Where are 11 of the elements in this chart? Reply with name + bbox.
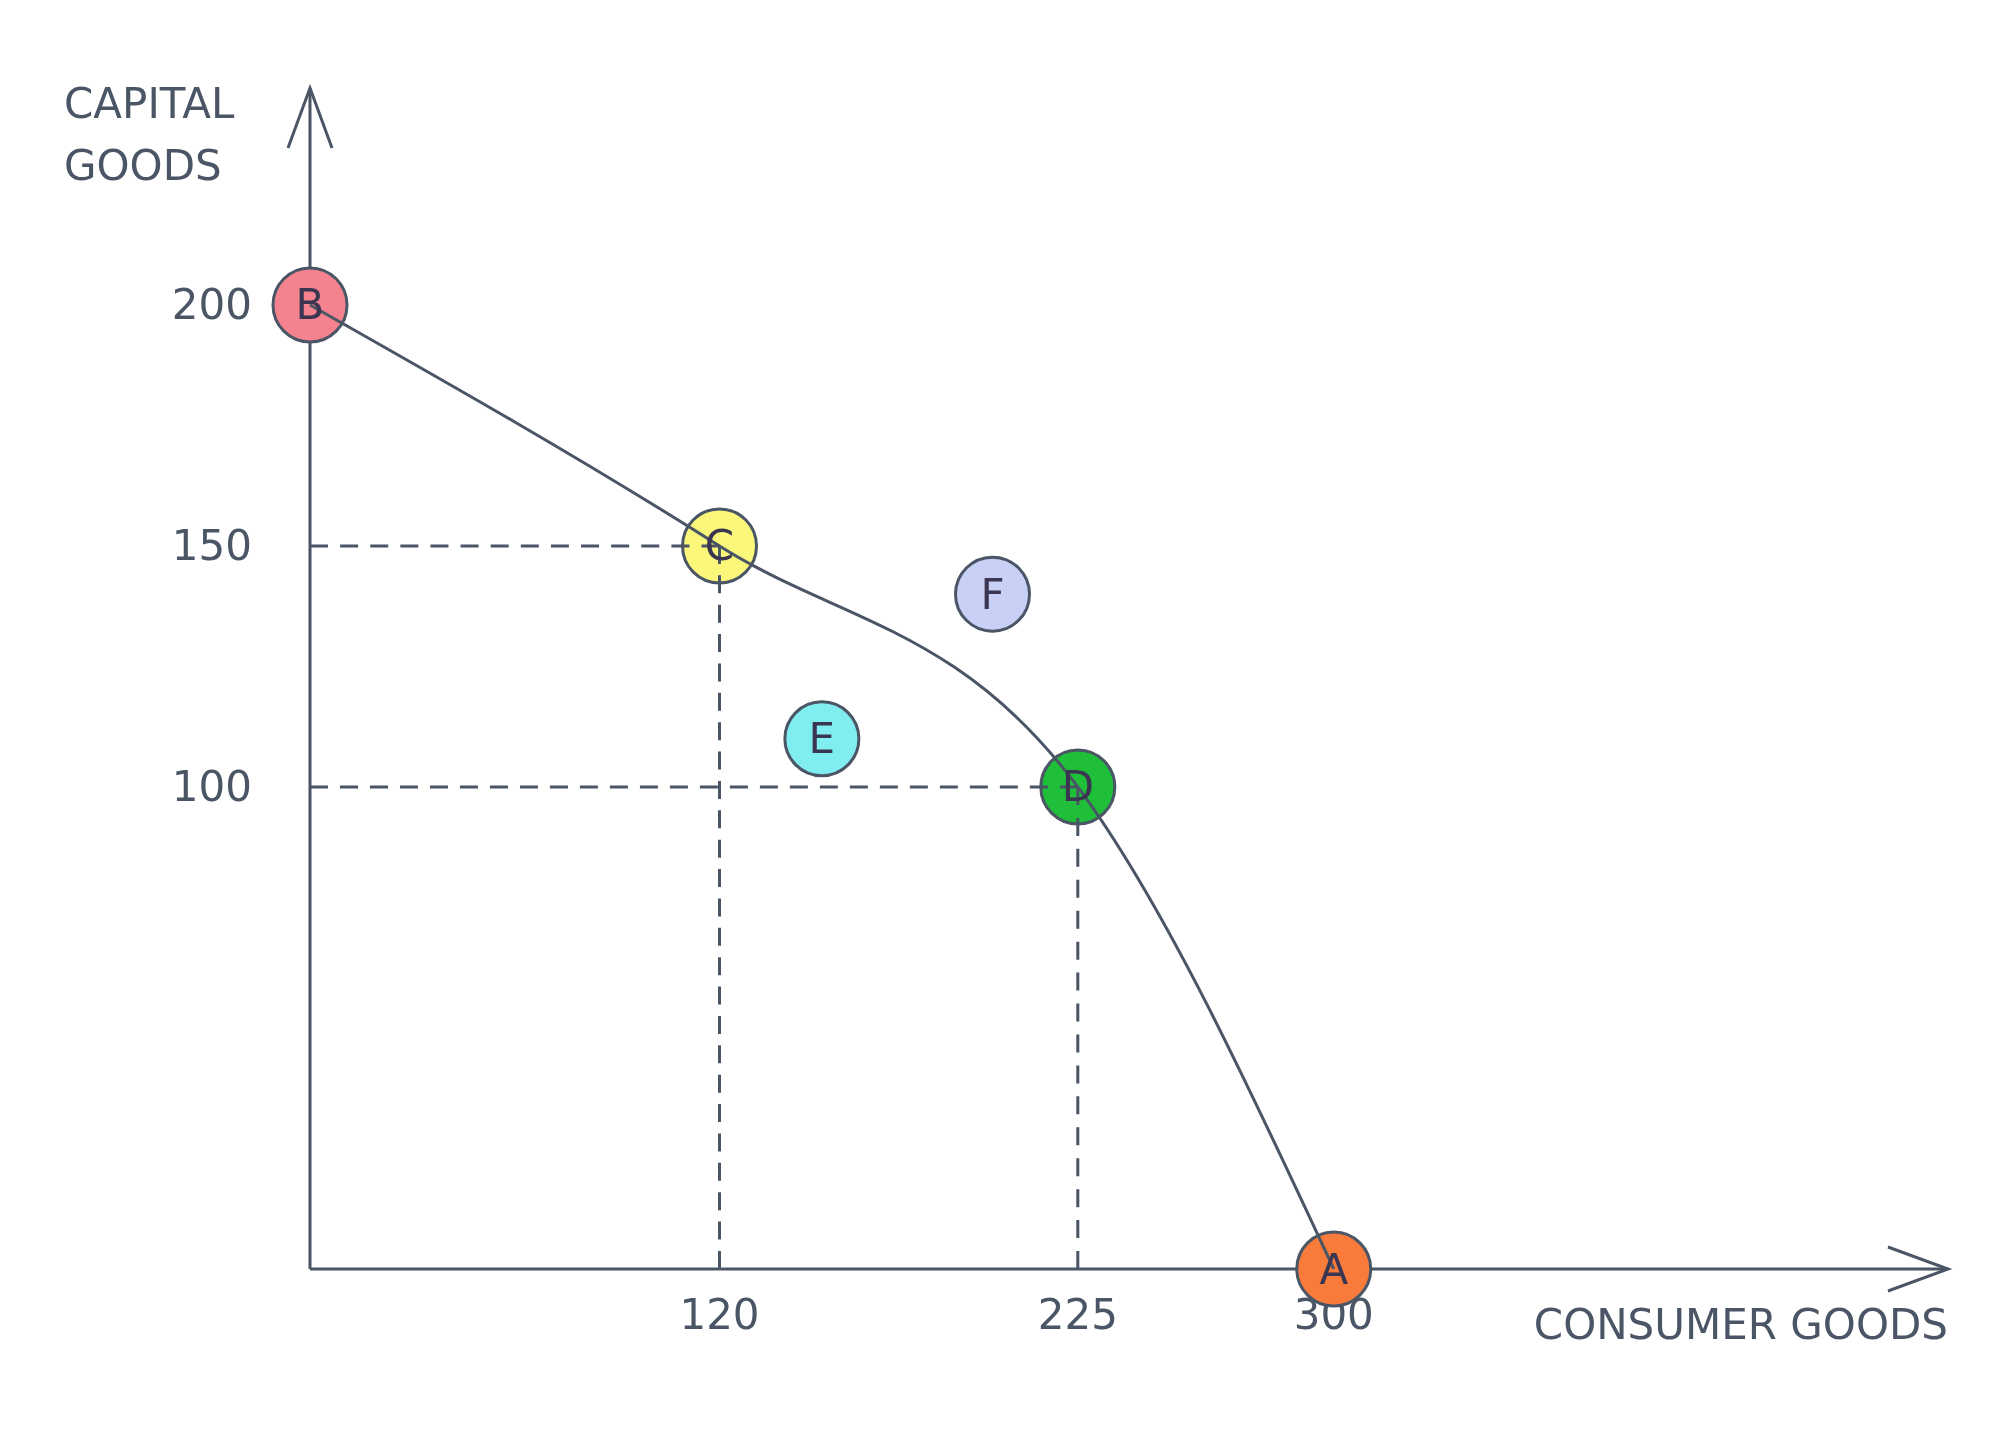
y-tick-label: 200 xyxy=(171,280,252,330)
x-tick-label: 120 xyxy=(679,1290,760,1339)
x-axis-title: CONSUMER GOODS xyxy=(1533,1300,1948,1349)
annotation: E xyxy=(808,714,836,764)
y-axis-title: CAPITAL GOODS xyxy=(64,79,235,190)
annotation: F xyxy=(980,569,1005,619)
annotation: B xyxy=(295,280,325,330)
annotation: A xyxy=(1319,1244,1349,1294)
x-tick-label: 225 xyxy=(1037,1290,1118,1339)
y-tick-label: 100 xyxy=(171,762,252,812)
y-tick-label: 150 xyxy=(171,521,252,571)
